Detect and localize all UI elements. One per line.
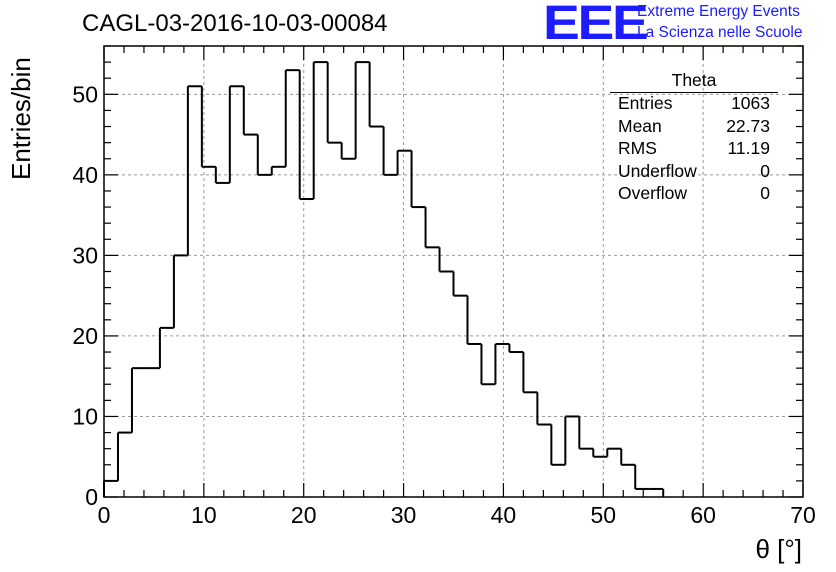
grid-lines: [104, 46, 803, 497]
x-tick-label: 60: [690, 502, 716, 528]
stats-value: 1063: [731, 93, 770, 113]
stats-label: Overflow: [618, 183, 688, 203]
x-axis-label: θ [°]: [755, 534, 802, 564]
x-tick-label: 0: [98, 502, 111, 528]
histogram-bars: [103, 61, 665, 497]
x-tick-label: 70: [790, 502, 816, 528]
y-tick-label: 40: [72, 162, 98, 188]
x-tick-label: 10: [191, 502, 217, 528]
x-tick-label: 50: [590, 502, 616, 528]
stats-title: Theta: [610, 70, 778, 93]
stats-label: RMS: [618, 138, 657, 158]
stats-value: 11.19: [727, 138, 771, 158]
logo-line-2: La Scienza nelle Scuole: [637, 24, 803, 41]
y-axis-label: Entries/bin: [6, 57, 36, 180]
y-tick-label: 10: [72, 403, 98, 429]
y-tick-label: 50: [72, 81, 98, 107]
stats-row-entries: Entries 1063: [608, 93, 778, 116]
logo-line-1: Extreme Energy Events: [637, 3, 800, 20]
x-tick-label: 40: [491, 502, 517, 528]
stats-row-mean: Mean 22.73: [608, 116, 778, 139]
stats-label: Mean: [618, 115, 662, 136]
stats-row-overflow: Overflow 0: [608, 183, 778, 206]
eee-logo: EEE: [543, 0, 649, 50]
x-tick-label: 30: [391, 502, 417, 528]
stats-box: Theta Entries 1063 Mean 22.73 RMS 11.19 …: [608, 70, 778, 206]
stats-row-rms: RMS 11.19: [608, 138, 778, 161]
stats-value: 0: [760, 160, 770, 181]
y-tick-label: 0: [85, 484, 98, 510]
tick-labels: 0 10 20 30 40 50 60 70 0 10 20 30 40 50: [72, 81, 815, 528]
stats-label: Entries: [618, 93, 673, 113]
stats-value: 0: [760, 183, 770, 203]
stats-value: 22.73: [726, 115, 770, 136]
chart-title: CAGL-03-2016-10-03-00084: [82, 10, 388, 37]
y-tick-label: 30: [72, 242, 98, 268]
axis-ticks: [103, 45, 804, 498]
x-tick-label: 20: [291, 502, 317, 528]
stats-row-underflow: Underflow 0: [608, 161, 778, 184]
y-tick-label: 20: [72, 323, 98, 349]
stats-label: Underflow: [618, 160, 697, 181]
